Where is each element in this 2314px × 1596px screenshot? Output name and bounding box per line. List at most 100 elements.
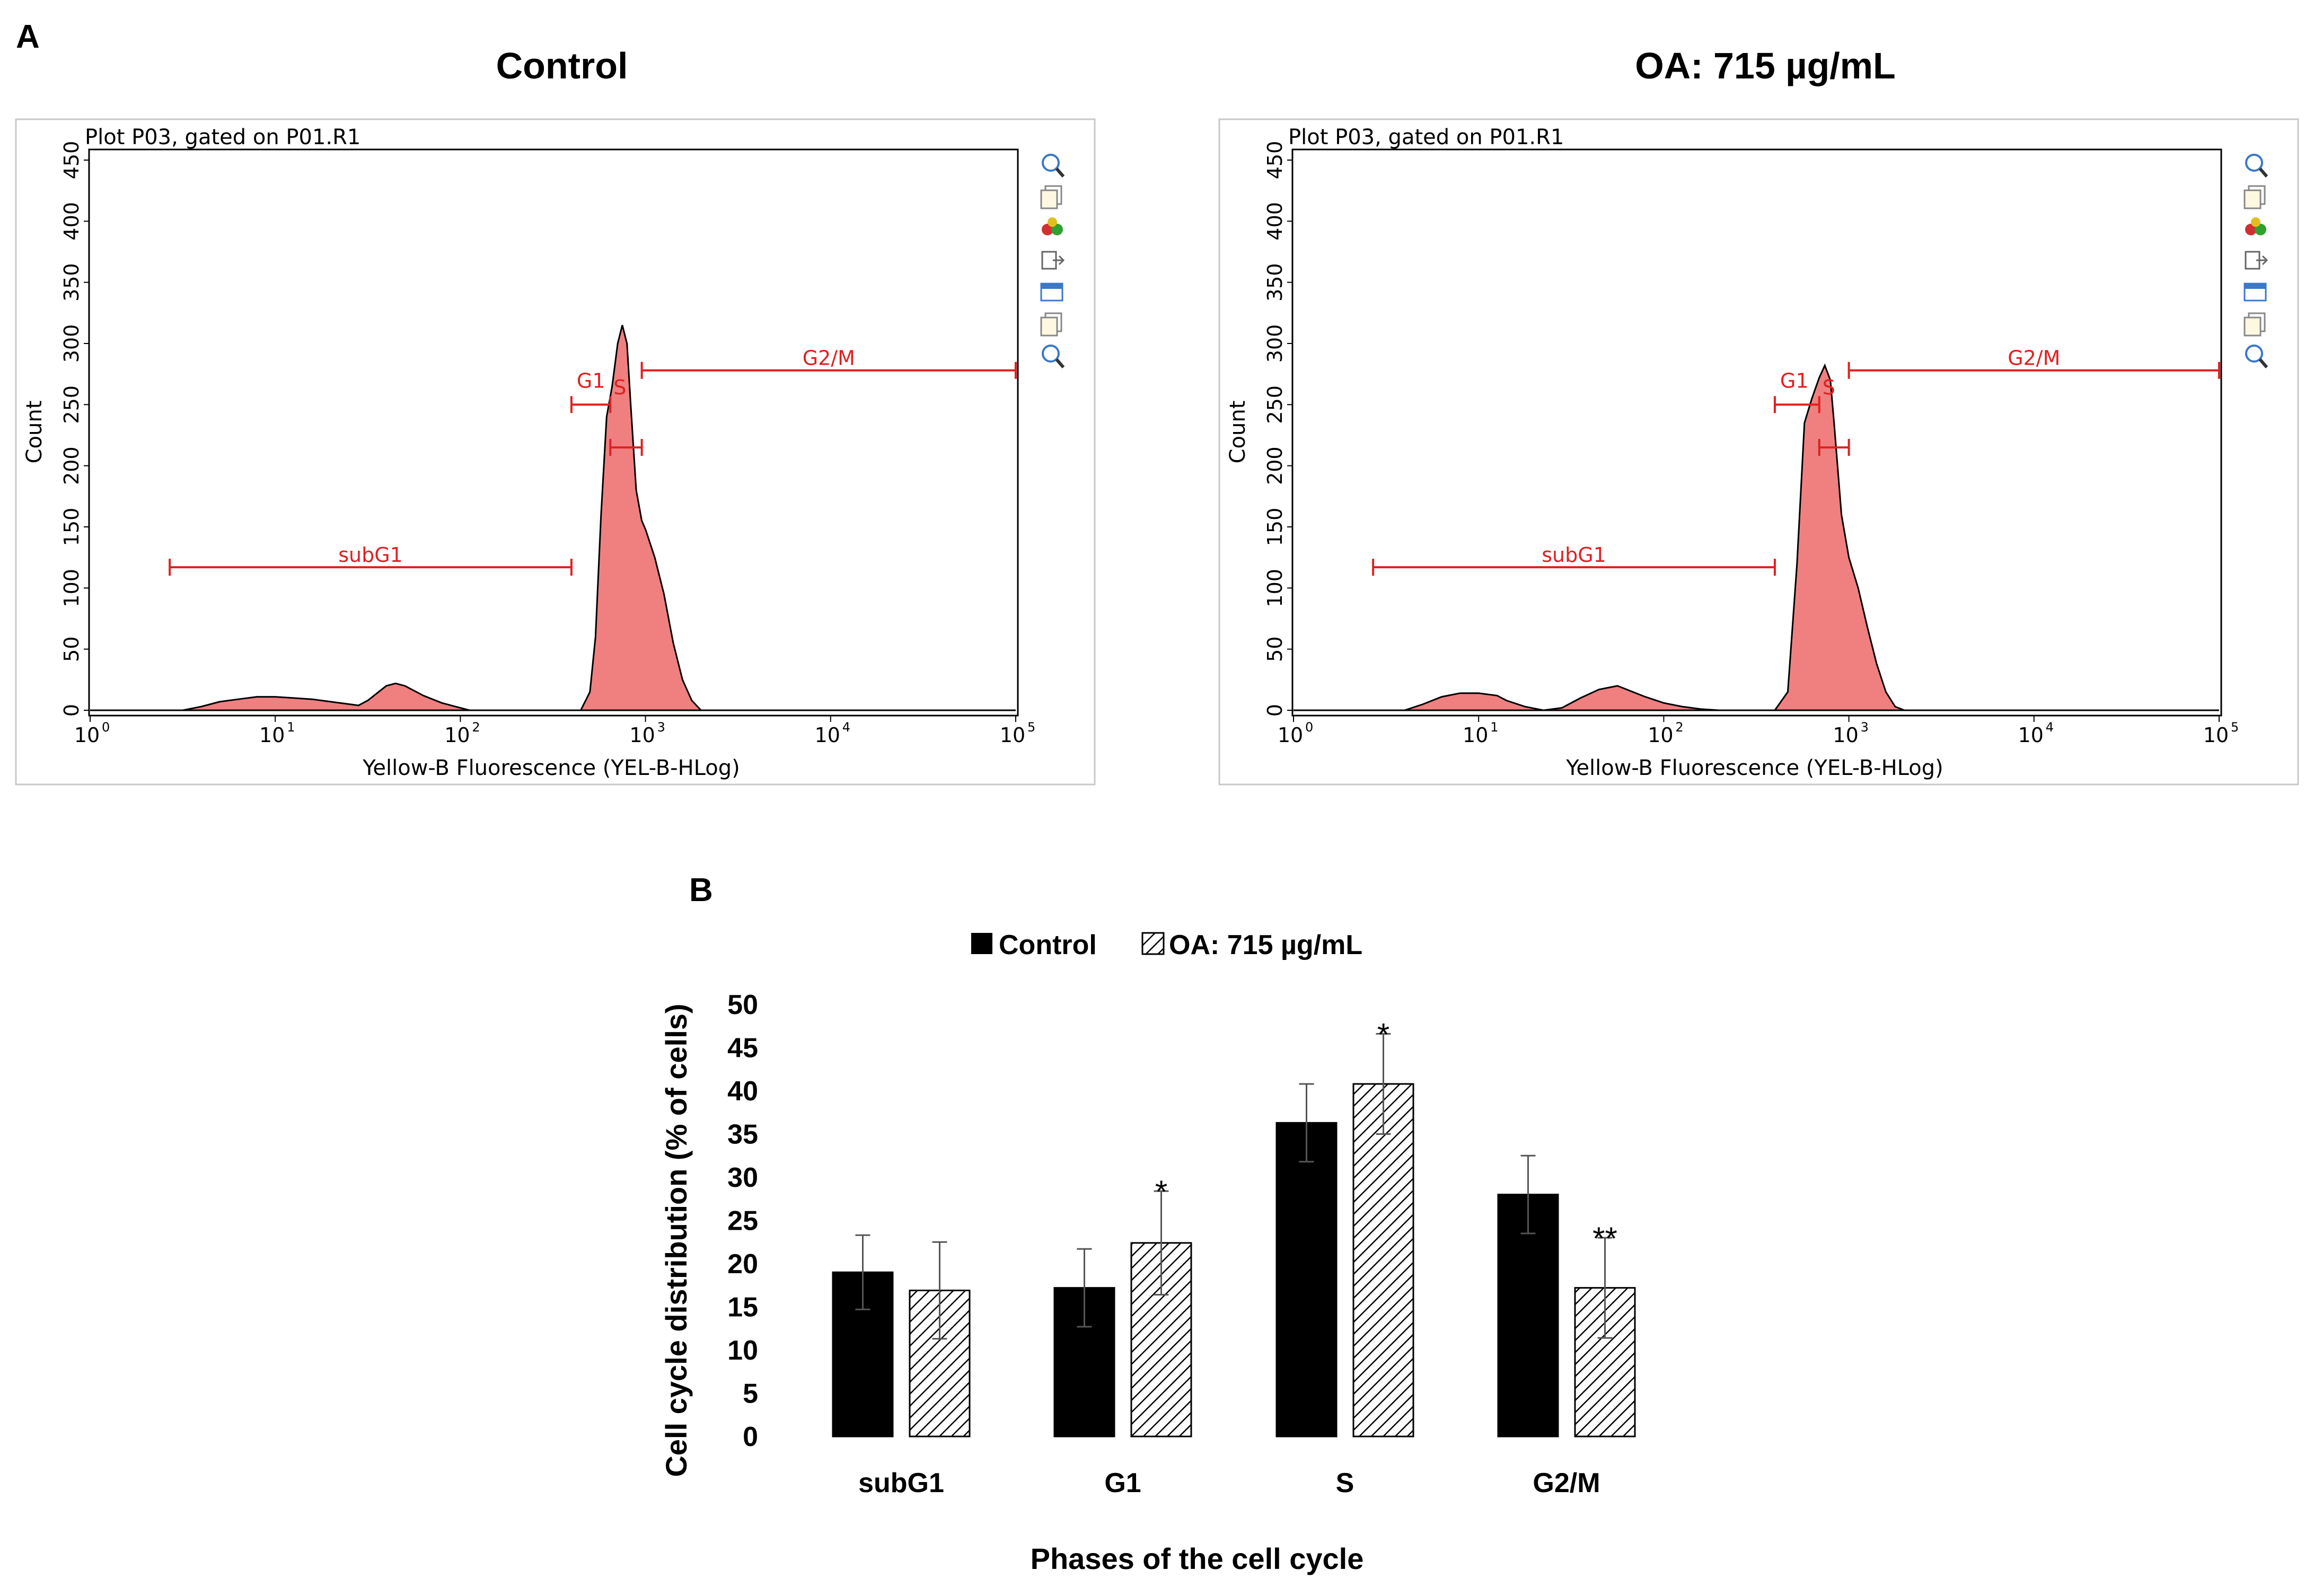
lens bbox=[1042, 345, 1060, 363]
x-axis-label: Yellow-B Fluorescence (YEL-B-HLog) bbox=[1565, 756, 1943, 780]
y-tick-label: 250 bbox=[60, 385, 83, 424]
gate-layer: subG1 G1 S G2/M bbox=[169, 347, 1017, 576]
page-front bbox=[1040, 189, 1058, 209]
x-tick-exponent: 0 bbox=[102, 720, 110, 735]
plot-area bbox=[88, 148, 1019, 717]
y-tick-label: 200 bbox=[1263, 446, 1287, 485]
histogram-treated: Plot P03, gated on P01.R1 Count Yellow-B… bbox=[1218, 118, 2299, 786]
bar-control bbox=[1275, 1122, 1338, 1438]
plot-toolbar bbox=[2243, 154, 2268, 368]
x-tick-label: 10 bbox=[259, 724, 285, 747]
histogram-frame bbox=[1218, 118, 2299, 786]
handle bbox=[2258, 167, 2268, 178]
y-tick-label: 450 bbox=[1263, 141, 1287, 180]
y-tick-label: 35 bbox=[727, 1119, 758, 1150]
zoom-out-icon bbox=[2245, 345, 2268, 368]
y-tick-label: 25 bbox=[727, 1206, 758, 1237]
gate-label: S bbox=[1823, 376, 1835, 399]
x-tick-exponent: 4 bbox=[842, 720, 850, 735]
gate-subg1: subG1 bbox=[169, 543, 573, 576]
y-tick-label: 150 bbox=[60, 508, 83, 546]
y-tick-label: 400 bbox=[1263, 202, 1287, 241]
x-tick-exponent: 1 bbox=[1490, 720, 1498, 735]
legend-label-treated: OA: 715 µg/mL bbox=[1169, 930, 1362, 960]
gate-s: S bbox=[1818, 376, 1850, 456]
y-tick-label: 0 bbox=[60, 704, 83, 717]
zoom-out-icon bbox=[1042, 345, 1065, 368]
dot-red bbox=[1042, 224, 1053, 235]
y-tick-label: 200 bbox=[60, 446, 83, 485]
y-tick-label: 5 bbox=[743, 1379, 758, 1409]
x-tick-exponent: 2 bbox=[472, 720, 480, 735]
y-tick-label: 10 bbox=[727, 1335, 758, 1366]
legend-swatch-control bbox=[971, 933, 992, 954]
y-tick-label: 300 bbox=[60, 324, 83, 363]
x-tick-exponent: 5 bbox=[1027, 720, 1035, 735]
y-tick-label: 50 bbox=[1263, 636, 1287, 662]
panel-label-a: A bbox=[16, 19, 40, 55]
x-tick-exponent: 3 bbox=[1861, 720, 1869, 735]
gate-g2m: G2/M bbox=[1847, 347, 2220, 379]
x-tick-exponent: 5 bbox=[2231, 720, 2239, 735]
lens bbox=[1042, 154, 1060, 172]
x-ticks: 10 0 10 1 10 2 10 3 10 4 10 5 bbox=[74, 716, 1035, 747]
titlebar bbox=[1041, 284, 1062, 289]
x-tick-label: 10 bbox=[1000, 724, 1025, 747]
x-tick-label: 10 bbox=[1833, 724, 1858, 747]
x-tick-exponent: 0 bbox=[1305, 720, 1313, 735]
plot-toolbar bbox=[1040, 154, 1065, 368]
legend-swatch-treated bbox=[1141, 932, 1165, 955]
y-tick-label: 15 bbox=[727, 1292, 758, 1323]
dot-yellow bbox=[2251, 217, 2260, 227]
handle bbox=[1055, 358, 1065, 368]
x-axis-label: Yellow-B Fluorescence (YEL-B-HLog) bbox=[362, 756, 740, 780]
x-tick-label: 10 bbox=[2018, 724, 2044, 747]
x-tick-exponent: 1 bbox=[287, 720, 295, 735]
gate-label: G2/M bbox=[803, 347, 855, 370]
y-tick-label: 350 bbox=[60, 263, 83, 302]
export-icon bbox=[2245, 251, 2268, 270]
y-tick-label: 100 bbox=[1263, 569, 1287, 607]
dot-red bbox=[2245, 224, 2257, 235]
y-ticks: 0 50 100 150 200 250 300 350 400 450 bbox=[60, 141, 89, 717]
gate-label: S bbox=[613, 376, 626, 399]
zoom-in-icon bbox=[1042, 154, 1065, 178]
x-tick-label: 10 bbox=[74, 724, 100, 747]
gate-label: G2/M bbox=[2008, 347, 2060, 370]
gate-label: G1 bbox=[1780, 369, 1809, 392]
y-tick-label: 100 bbox=[60, 569, 83, 607]
copy-icon bbox=[2243, 185, 2266, 209]
dot-green bbox=[1051, 224, 1063, 235]
plot-area bbox=[1291, 148, 2222, 717]
x-tick-exponent: 2 bbox=[1675, 720, 1683, 735]
dot-yellow bbox=[1048, 217, 1057, 227]
settings-icon bbox=[1040, 283, 1063, 302]
y-axis-label: Count bbox=[22, 401, 47, 464]
gate-subg1: subG1 bbox=[1372, 543, 1776, 576]
copy-icon bbox=[2243, 312, 2266, 337]
export-icon bbox=[1041, 251, 1065, 270]
y-tick-label: 150 bbox=[1263, 508, 1287, 546]
y-tick-label: 50 bbox=[60, 636, 83, 662]
histogram-title-treated: OA: 715 µg/mL bbox=[1635, 45, 1896, 86]
significance-mark: ** bbox=[1592, 1221, 1617, 1256]
arrow bbox=[2256, 255, 2268, 266]
handle bbox=[1055, 167, 1065, 178]
x-tick-label: 10 bbox=[2203, 724, 2229, 747]
significance-mark: * bbox=[1155, 1174, 1167, 1210]
y-axis-label: Cell cycle distribution (% of cells) bbox=[659, 1003, 693, 1477]
color-icon bbox=[2245, 217, 2266, 235]
bar-control bbox=[1497, 1194, 1559, 1438]
gate-g1: G1 bbox=[1773, 369, 1820, 413]
gate-layer: subG1 G1 S G2/M bbox=[1372, 347, 2220, 576]
lens bbox=[2245, 345, 2263, 363]
y-tick-label: 0 bbox=[1263, 704, 1287, 717]
category-label: S bbox=[1336, 1468, 1354, 1498]
page-front bbox=[2243, 316, 2262, 337]
color-icon bbox=[1042, 217, 1063, 235]
bar-treated bbox=[1352, 1083, 1414, 1438]
gate-g2m: G2/M bbox=[640, 347, 1017, 379]
significance-mark: * bbox=[1377, 1017, 1389, 1052]
